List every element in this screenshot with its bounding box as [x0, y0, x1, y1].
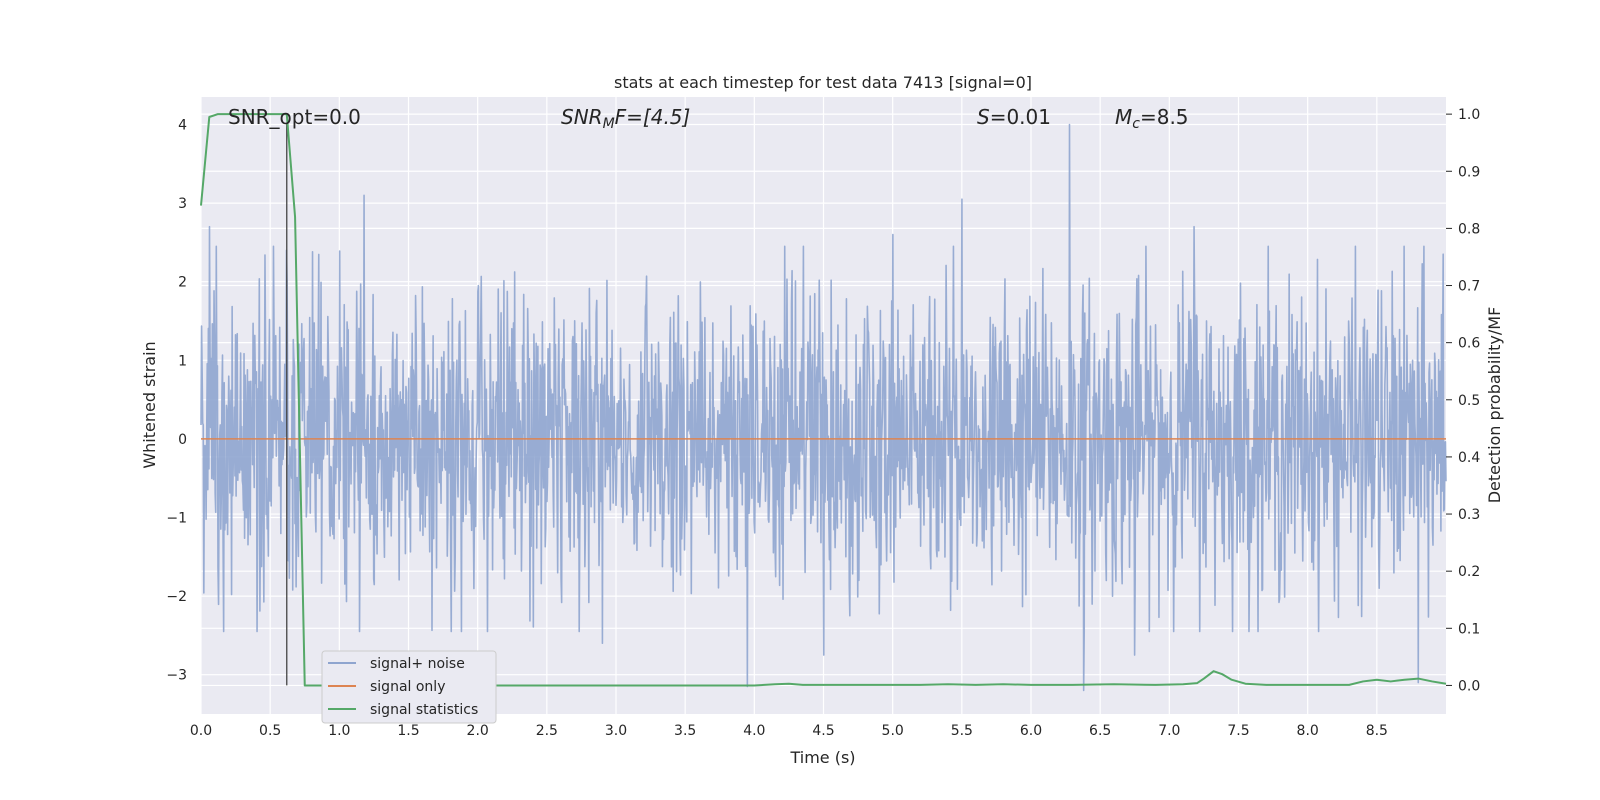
annotation-s: S=0.01 — [977, 105, 1051, 129]
x-tick-label: 7.0 — [1158, 723, 1180, 739]
y-right-tick-label: 0.2 — [1458, 564, 1480, 580]
annotation-snr-mf: SNRMF=[4.5] — [561, 105, 690, 132]
y-right-tick-label: 1.0 — [1458, 107, 1480, 123]
y-left-tick-label: −3 — [166, 668, 187, 684]
x-tick-label: 4.0 — [743, 723, 765, 739]
legend-label-noise: signal+ noise — [370, 656, 465, 672]
x-tick-label: 5.5 — [951, 723, 973, 739]
s-var: S — [977, 105, 990, 129]
mc-var: M — [1115, 105, 1132, 129]
x-tick-label: 2.5 — [536, 723, 558, 739]
annotation-snr-opt: SNR_opt=0.0 — [228, 105, 361, 129]
x-tick-label: 0.5 — [259, 723, 281, 739]
legend-box — [321, 650, 497, 724]
x-tick-label: 4.5 — [812, 723, 834, 739]
tick-labels: 0.0 0.5 1.0 1.5 2.0 2.5 3.0 3.5 4.0 4.5 5.0 5.5 6.0 6… — [166, 107, 1480, 739]
snr-mf-sub: M — [603, 116, 615, 132]
legend: signal+ noise signal only signal statist… — [321, 650, 497, 724]
annotation-mc: Mc=8.5 — [1115, 105, 1189, 132]
y-right-tick-label: 0.3 — [1458, 507, 1480, 523]
y-left-tick-label: 0 — [178, 432, 187, 448]
snr-mf-rest: F=[4.5] — [615, 105, 691, 129]
y-axis-left-label: Whitened strain — [140, 341, 159, 468]
y-right-tick-label: 0.7 — [1458, 279, 1480, 295]
mc-sub: c — [1132, 116, 1140, 132]
x-axis-label: Time (s) — [789, 748, 855, 767]
y-left-tick-label: 3 — [178, 196, 187, 212]
x-tick-label: 1.0 — [328, 723, 350, 739]
y-right-tick-label: 0.1 — [1458, 621, 1480, 637]
snr-mf-base: SNR — [561, 105, 603, 129]
x-tick-label: 8.0 — [1297, 723, 1319, 739]
chart-title: stats at each timestep for test data 741… — [614, 73, 1032, 92]
y-right-tick-label: 0.0 — [1458, 678, 1480, 694]
signal-statistics-line — [200, 113, 1447, 687]
y-axis-right-label: Detection probability/MF — [1485, 307, 1504, 504]
x-tick-label: 8.5 — [1366, 723, 1388, 739]
y-left-tick-label: 4 — [178, 118, 187, 134]
x-tick-label: 5.0 — [882, 723, 904, 739]
x-tick-label: 3.0 — [605, 723, 627, 739]
s-rest: =0.01 — [990, 105, 1051, 129]
x-tick-label: 6.0 — [1020, 723, 1042, 739]
x-tick-label: 1.5 — [397, 723, 419, 739]
y-right-tick-label: 0.9 — [1458, 164, 1480, 180]
y-left-tick-label: −2 — [166, 589, 187, 605]
y-right-tick-label: 0.8 — [1458, 221, 1480, 237]
legend-label-signal: signal only — [370, 679, 445, 695]
y-left-tick-label: 2 — [178, 275, 187, 291]
mc-rest: =8.5 — [1140, 105, 1189, 129]
legend-label-stats: signal statistics — [370, 702, 478, 718]
x-tick-label: 6.5 — [1089, 723, 1111, 739]
y-right-tick-label: 0.4 — [1458, 450, 1480, 466]
y-left-tick-label: 1 — [178, 353, 187, 369]
x-tick-label: 3.5 — [674, 723, 696, 739]
x-tick-label: 7.5 — [1227, 723, 1249, 739]
signal-plus-noise-series — [200, 123, 1447, 692]
y-right-tick-label: 0.6 — [1458, 336, 1480, 352]
y-right-tick-label: 0.5 — [1458, 393, 1480, 409]
line-series-layer — [200, 113, 1447, 687]
y-left-tick-label: −1 — [166, 511, 187, 527]
x-tick-label: 0.0 — [190, 723, 212, 739]
x-tick-label: 2.0 — [467, 723, 489, 739]
signal-plus-noise-line — [200, 123, 1447, 692]
